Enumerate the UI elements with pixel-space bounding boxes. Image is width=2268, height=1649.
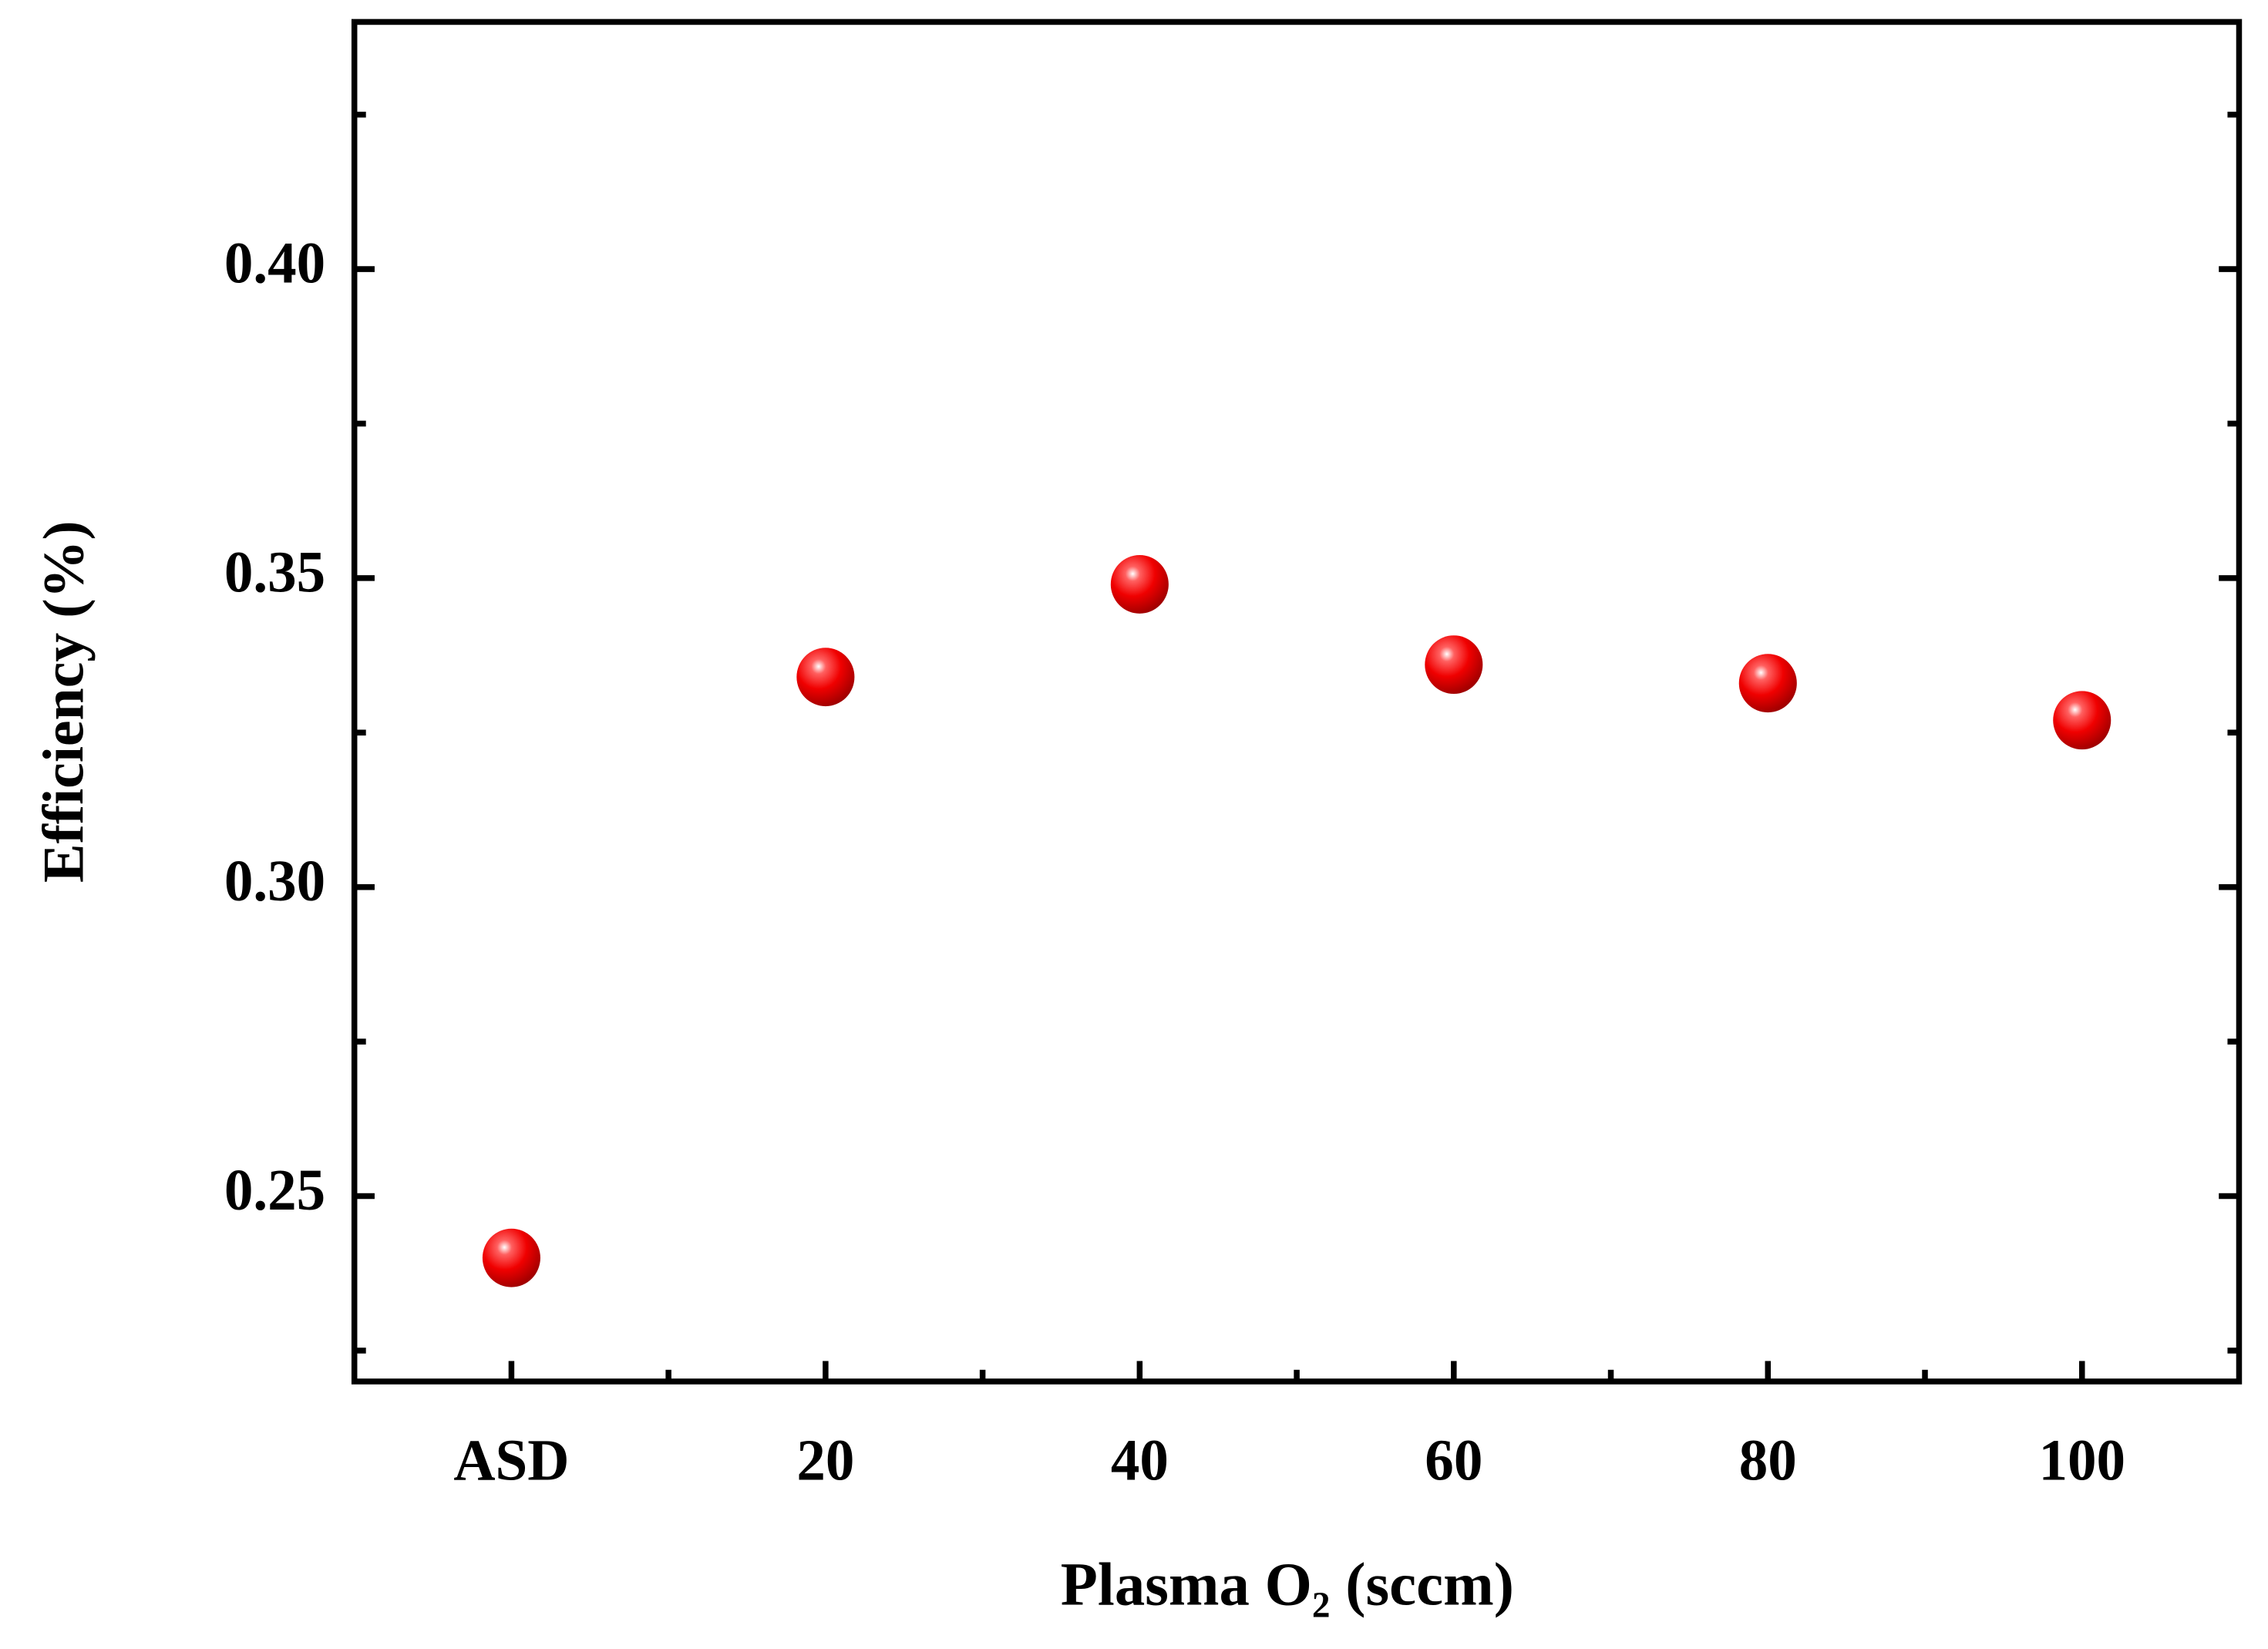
point [1425, 635, 1483, 695]
plot-frame [351, 19, 2243, 1385]
y-axis-label: Efficiency (%) [32, 520, 96, 883]
x-axis-label: Plasma O₂ (sccm) [1061, 1550, 1514, 1618]
y-tick-label: 0.30 [224, 850, 325, 914]
x-tick-label: 40 [1111, 1429, 1169, 1493]
point [1110, 554, 1169, 614]
point [2053, 691, 2112, 750]
point [1738, 654, 1797, 713]
y-tick-label: 0.40 [224, 231, 325, 295]
x-tick-label: 20 [796, 1429, 854, 1493]
x-tick-label: ASD [453, 1429, 569, 1493]
y-tick-label: 0.35 [224, 540, 325, 604]
point [796, 648, 855, 707]
point [482, 1228, 540, 1287]
x-tick-label: 60 [1425, 1429, 1482, 1493]
x-tick-label: 100 [2038, 1429, 2125, 1493]
y-tick-label: 0.25 [224, 1159, 325, 1223]
x-tick-label: 80 [1739, 1429, 1797, 1493]
